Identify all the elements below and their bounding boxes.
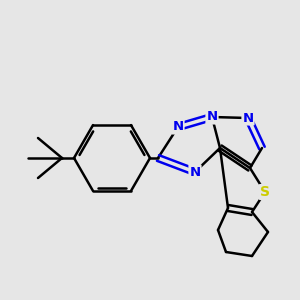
Text: N: N <box>242 112 253 124</box>
Text: N: N <box>172 121 184 134</box>
Text: S: S <box>260 185 270 199</box>
Text: N: N <box>206 110 218 124</box>
Text: N: N <box>189 166 201 178</box>
